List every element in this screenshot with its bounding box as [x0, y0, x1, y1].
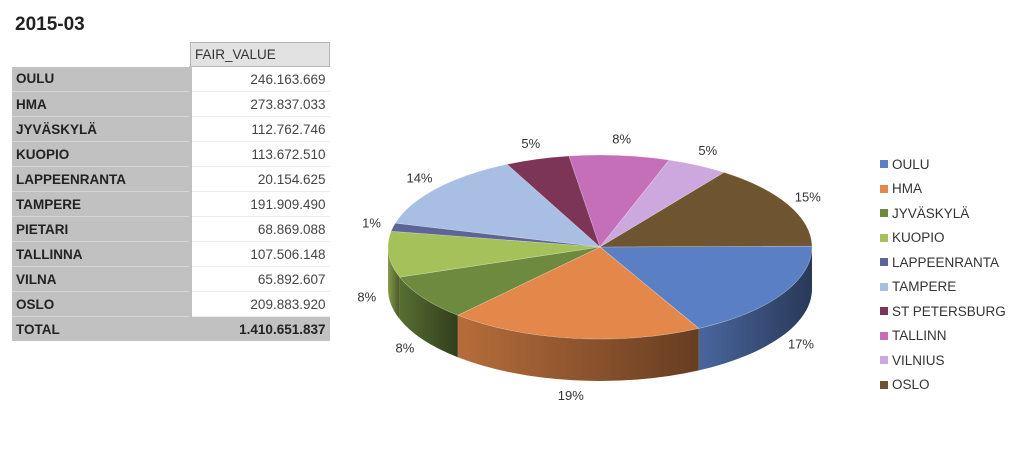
legend-item: TALLINN — [880, 324, 1006, 349]
pie-slice-side — [457, 315, 699, 381]
legend-label: KUOPIO — [892, 230, 945, 246]
table-row: TAMPERE 191.909.490 — [12, 191, 330, 217]
legend-label: TALLINN — [892, 328, 947, 344]
table-header-spacer — [12, 43, 191, 67]
legend-item: VILNIUS — [880, 348, 1006, 373]
legend-item: ST PETERSBURG — [880, 299, 1006, 324]
pie-slice — [599, 245, 813, 329]
row-value: 20.154.625 — [189, 166, 330, 192]
legend-label: TAMPERE — [892, 279, 957, 295]
row-name: KUOPIO — [12, 141, 191, 167]
table-row: OULU 246.163.669 — [12, 66, 330, 92]
legend-item: LAPPEENRANTA — [880, 250, 1006, 275]
row-name: TAMPERE — [12, 191, 191, 217]
total-label: TOTAL — [12, 316, 191, 341]
pie-slice — [399, 246, 601, 316]
row-name: HMA — [12, 91, 191, 117]
legend-swatch — [880, 380, 888, 389]
chart-legend: OULU HMA JYVÄSKYLÄ KUOPIO LAPPEENRANTA TAMPER… — [880, 152, 1006, 397]
pie-slice-side — [399, 277, 458, 358]
pie-slice-side — [388, 247, 400, 320]
legend-label: HMA — [892, 181, 922, 197]
row-name: OULU — [12, 66, 191, 92]
pie-slice — [457, 246, 700, 340]
legend-item: HMA — [880, 177, 1006, 202]
pie-slice — [387, 230, 601, 278]
pie-slice — [598, 172, 813, 248]
row-value: 113.672.510 — [189, 141, 330, 167]
legend-label: VILNIUS — [892, 352, 945, 368]
pie-label: 8% — [395, 341, 414, 356]
table-row: HMA 273.837.033 — [12, 91, 330, 117]
table-row: VILNA 65.892.607 — [12, 266, 330, 292]
pie-slice — [394, 163, 601, 248]
pie-slice — [506, 155, 601, 248]
legend-label: LAPPEENRANTA — [892, 254, 1000, 270]
pie-label: 5% — [698, 143, 717, 158]
legend-swatch — [880, 258, 888, 267]
row-value: 112.762.746 — [189, 116, 330, 142]
legend-item: OULU — [880, 152, 1006, 177]
fair-value-header: FAIR_VALUE — [190, 42, 330, 67]
table-row: PIETARI 68.869.088 — [12, 216, 330, 242]
page-title: 2015-03 — [15, 14, 85, 35]
legend-label: JYVÄSKYLÄ — [892, 205, 970, 221]
table-row: KUOPIO 113.672.510 — [12, 141, 330, 167]
legend-label: OSLO — [892, 377, 930, 393]
pie-label: 8% — [357, 290, 376, 305]
legend-swatch — [880, 209, 888, 218]
row-value: 107.506.148 — [189, 241, 330, 267]
legend-swatch — [880, 282, 888, 291]
table-row: JYVÄSKYLÄ 112.762.746 — [12, 116, 330, 142]
pie-label: 1% — [362, 216, 381, 231]
table-row: TALLINNA 107.506.148 — [12, 241, 330, 267]
pie-slice — [568, 154, 670, 248]
legend-item: OSLO — [880, 373, 1006, 398]
pie-label: 17% — [788, 336, 814, 351]
fair-value-table: FAIR_VALUE OULU 246.163.669 HMA 273.837.033… — [12, 42, 330, 341]
legend-item: KUOPIO — [880, 226, 1006, 251]
legend-swatch — [880, 160, 888, 169]
row-value: 65.892.607 — [189, 266, 330, 292]
pie-chart: 17% 19% 8% 8% 1% 14% 5% 8% 5% 15% — [357, 131, 821, 403]
legend-item: TAMPERE — [880, 275, 1006, 300]
pie-label: 14% — [406, 170, 432, 185]
row-name: PIETARI — [12, 216, 191, 242]
row-value: 273.837.033 — [189, 91, 330, 117]
table-row: LAPPEENRANTA 20.154.625 — [12, 166, 330, 192]
row-value: 68.869.088 — [189, 216, 330, 242]
table-header-row: FAIR_VALUE — [12, 42, 330, 67]
row-name: LAPPEENRANTA — [12, 166, 191, 192]
pie-label: 5% — [521, 136, 540, 151]
pie-label: 19% — [558, 388, 584, 403]
legend-swatch — [880, 356, 888, 365]
pie-label: 15% — [795, 189, 821, 204]
row-name: VILNA — [12, 266, 191, 292]
row-value: 209.883.920 — [189, 291, 330, 317]
row-name: JYVÄSKYLÄ — [12, 116, 191, 142]
legend-swatch — [880, 307, 888, 316]
legend-item: JYVÄSKYLÄ — [880, 201, 1006, 226]
total-value: 1.410.651.837 — [190, 316, 330, 341]
table-row: OSLO 209.883.920 — [12, 291, 330, 317]
legend-label: OULU — [892, 156, 930, 172]
legend-swatch — [880, 184, 888, 193]
table-total-row: TOTAL 1.410.651.837 — [12, 316, 330, 341]
table-body: OULU 246.163.669 HMA 273.837.033 JYVÄSKYLÄ 11… — [12, 66, 330, 341]
row-name: OSLO — [12, 291, 191, 317]
row-name: TALLINNA — [12, 241, 191, 267]
pie-slice — [599, 159, 725, 248]
pie-slice — [390, 222, 601, 248]
pie-label: 8% — [612, 131, 631, 146]
legend-label: ST PETERSBURG — [892, 303, 1006, 319]
legend-swatch — [880, 233, 888, 242]
legend-swatch — [880, 331, 888, 340]
pie-slice-side — [698, 247, 812, 371]
row-value: 246.163.669 — [189, 66, 330, 92]
row-value: 191.909.490 — [189, 191, 330, 217]
